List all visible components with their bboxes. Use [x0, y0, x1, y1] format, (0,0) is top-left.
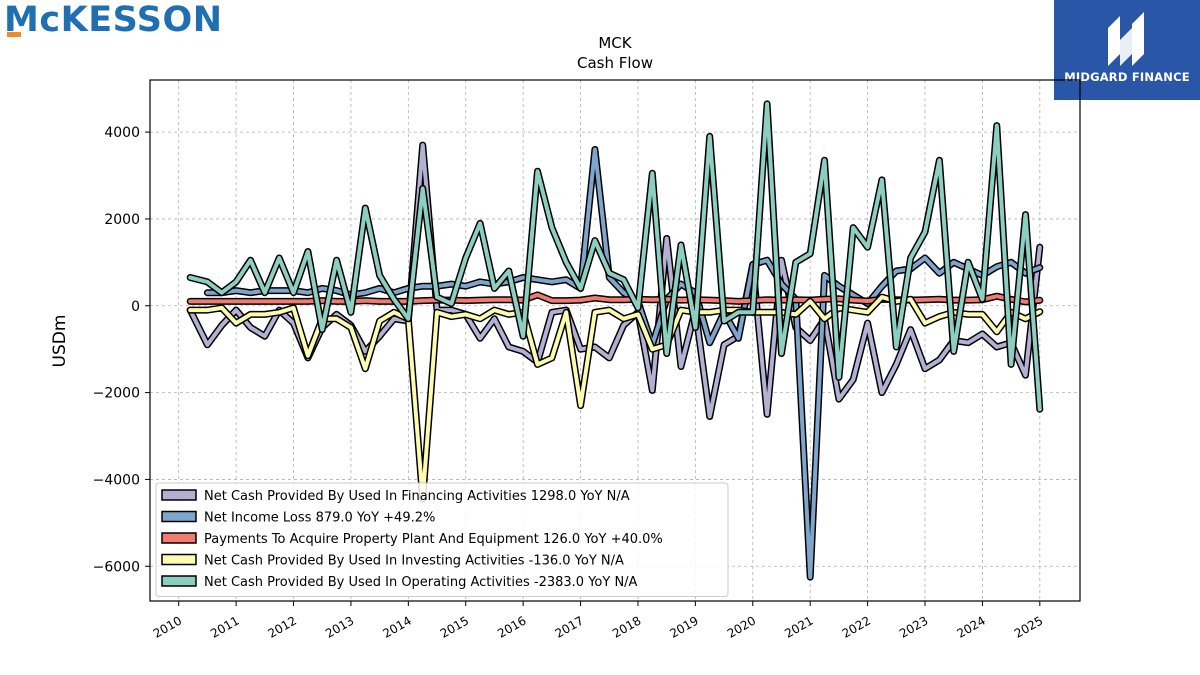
x-tick-label: 2017 — [553, 613, 586, 640]
legend-swatch — [161, 532, 197, 544]
legend-swatch — [161, 575, 197, 587]
chart-subtitle: Cash Flow — [577, 54, 653, 72]
y-axis: −6000 −4000 −2000 0 2000 4000 — [93, 125, 150, 575]
legend-entry: Net Income Loss 879.0 YoY +49.2% — [204, 511, 435, 526]
legend-swatch — [161, 510, 197, 523]
y-tick-label: 4000 — [104, 125, 140, 141]
x-tick-label: 2022 — [840, 613, 873, 640]
legend-swatch — [161, 553, 197, 566]
y-tick-label: −6000 — [93, 559, 140, 575]
legend-entry: Payments To Acquire Property Plant And E… — [204, 532, 663, 547]
y-tick-label: 2000 — [104, 212, 140, 228]
x-tick-label: 2023 — [897, 613, 930, 640]
legend-entry: Net Cash Provided By Used In Investing A… — [204, 554, 624, 569]
x-tick-label: 2015 — [438, 613, 471, 640]
x-tick-label: 2024 — [954, 613, 987, 640]
legend-box — [155, 482, 729, 597]
y-tick-label: −4000 — [93, 472, 140, 488]
series-line — [186, 293, 1044, 503]
x-tick-label: 2020 — [725, 613, 758, 640]
badge-label: MIDGARD FINANCE — [1064, 70, 1190, 84]
midgard-logo-icon — [1108, 12, 1144, 66]
y-axis-label: USDm — [50, 315, 70, 368]
x-tick-label: 2025 — [1012, 613, 1045, 640]
midgard-finance-badge: MIDGARD FINANCE — [1054, 0, 1200, 100]
chart-title: MCK — [598, 34, 632, 52]
legend-swatch — [161, 489, 197, 501]
x-tick-label: 2010 — [151, 613, 184, 640]
logo-accent-icon: McKESSON — [4, 0, 223, 40]
x-tick-label: 2012 — [266, 613, 299, 640]
series-stroke — [188, 101, 1042, 412]
x-axis: 2010 2011 2012 2013 2014 2015 2016 2017 2018 2019… — [151, 601, 1045, 641]
x-tick-label: 2013 — [323, 613, 356, 640]
x-tick-label: 2016 — [495, 613, 528, 640]
y-tick-label: −2000 — [93, 386, 140, 402]
x-tick-label: 2014 — [380, 613, 413, 640]
legend-entry: Net Cash Provided By Used In Financing A… — [204, 489, 630, 504]
y-tick-label: 0 — [131, 299, 140, 315]
legend: Net Cash Provided By Used In Financing A… — [155, 482, 729, 597]
legend-entry: Net Cash Provided By Used In Operating A… — [204, 575, 638, 590]
series-stroke — [188, 295, 1042, 501]
mckesson-logo: McKESSON — [4, 0, 223, 40]
series-layer — [186, 100, 1044, 581]
x-tick-label: 2019 — [667, 613, 700, 640]
x-tick-label: 2018 — [610, 613, 643, 640]
series-line — [186, 100, 1044, 413]
x-tick-label: 2021 — [782, 613, 815, 640]
plot-frame — [149, 79, 1081, 602]
x-tick-label: 2011 — [208, 613, 241, 640]
